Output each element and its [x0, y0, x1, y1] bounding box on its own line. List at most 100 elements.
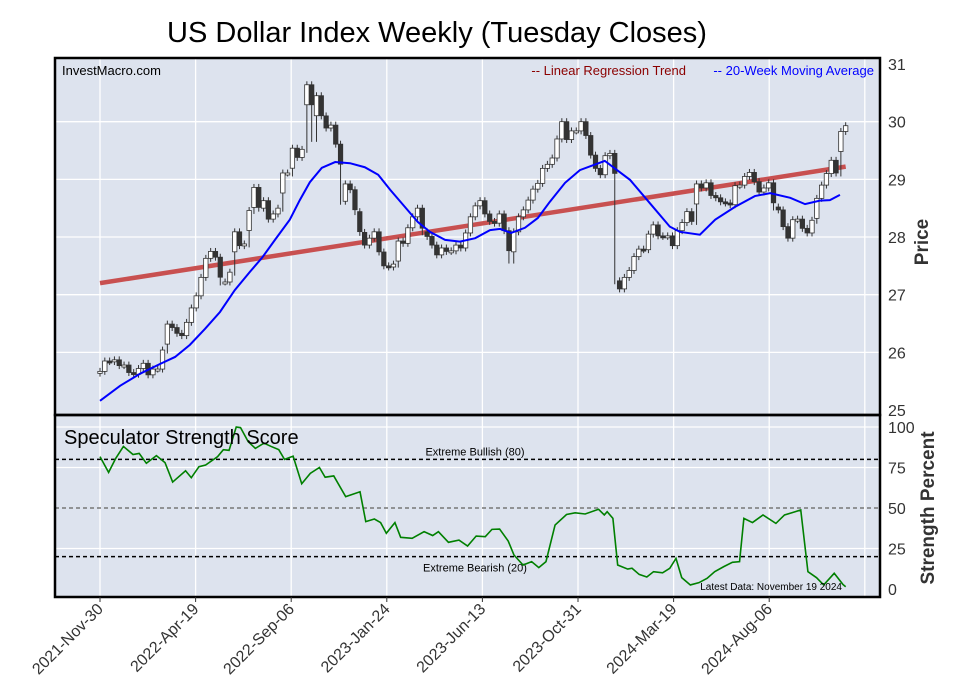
candle-body	[515, 216, 522, 233]
candle-body	[318, 95, 324, 117]
candle	[790, 216, 796, 242]
candle-body	[549, 157, 555, 165]
candle-body	[564, 121, 570, 140]
candle	[592, 151, 599, 172]
candle-body	[838, 131, 844, 152]
candle-body	[727, 202, 733, 206]
price-tick-label: 31	[888, 57, 906, 74]
candle-body	[323, 115, 329, 129]
candle-body	[419, 207, 425, 229]
candle	[164, 320, 170, 354]
candle-body	[655, 224, 661, 237]
candle-body	[174, 327, 180, 334]
candle	[116, 356, 122, 370]
candle-body	[621, 276, 627, 290]
candle	[366, 234, 373, 249]
candle-body	[703, 182, 709, 189]
candle-body	[232, 231, 238, 253]
candle-body	[742, 176, 748, 186]
candle-body	[554, 138, 560, 159]
candle	[496, 210, 502, 227]
candle-body	[333, 124, 339, 145]
candle	[352, 186, 358, 216]
candle-body	[843, 125, 849, 132]
candle-body	[102, 360, 108, 372]
candle	[607, 149, 613, 160]
candle-body	[414, 207, 421, 218]
candle	[515, 213, 522, 236]
candle-body	[809, 219, 815, 234]
candle-body	[794, 218, 801, 222]
legend-moving-average: -- 20-Week Moving Average	[713, 63, 874, 78]
candle	[357, 208, 363, 236]
x-tick-label: 2022-Apr-19	[128, 601, 203, 676]
candle-body	[602, 155, 608, 176]
strength-tick-label: 50	[888, 501, 906, 518]
price-axis-label: Price	[912, 219, 933, 265]
candle	[713, 192, 719, 202]
price-tick-label: 29	[888, 172, 906, 189]
candle	[578, 118, 584, 135]
candle	[400, 237, 406, 247]
candle	[212, 247, 219, 261]
candle	[684, 208, 690, 227]
reference-line-label: Extreme Bullish (80)	[425, 446, 524, 458]
candle-body	[347, 183, 353, 191]
candle-body	[732, 185, 738, 206]
candle	[809, 216, 815, 237]
strength-tick-label: 25	[888, 542, 906, 559]
candle	[236, 228, 243, 250]
candle-body	[179, 332, 185, 337]
candle-body	[679, 222, 685, 232]
candle-body	[477, 200, 483, 207]
candle	[559, 118, 565, 143]
candle-body	[285, 172, 291, 176]
candle-body	[438, 247, 445, 256]
candle	[323, 112, 329, 132]
candle-body	[833, 159, 839, 174]
candle	[823, 170, 830, 189]
candle-body	[256, 187, 262, 208]
candle-body	[799, 218, 805, 229]
strength-axis-label: Strength Percent	[918, 431, 939, 585]
candle	[660, 232, 666, 240]
candle	[405, 224, 411, 247]
candle	[443, 244, 449, 255]
candle-body	[713, 195, 719, 199]
candle	[309, 81, 315, 142]
candle-body	[222, 281, 228, 285]
candle	[217, 253, 223, 286]
candle-body	[386, 265, 392, 269]
candle-body	[116, 359, 122, 367]
candle	[313, 92, 320, 142]
candle	[155, 365, 161, 373]
candle-body	[381, 251, 387, 267]
candle-body	[275, 207, 281, 215]
candle	[645, 230, 652, 254]
candle	[693, 180, 700, 225]
x-tick-label: 2023-Jun-13	[414, 601, 490, 677]
candle	[588, 132, 594, 159]
candle	[780, 206, 786, 231]
candle	[429, 232, 435, 249]
candle	[208, 247, 214, 262]
candle-body	[501, 213, 507, 232]
candle-body	[506, 230, 512, 252]
candle-body	[424, 231, 430, 237]
candle	[794, 215, 801, 224]
candle	[179, 329, 185, 340]
x-tick-label: 2021-Nov-30	[29, 601, 107, 679]
candle	[159, 346, 166, 373]
candle	[665, 232, 671, 240]
candle	[299, 145, 305, 161]
candle-body	[790, 219, 796, 239]
strength-panel	[55, 415, 880, 597]
candle-body	[140, 362, 146, 369]
candle	[304, 81, 310, 153]
candle	[626, 266, 632, 281]
candle	[434, 241, 440, 259]
x-tick-label: 2024-Aug-06	[699, 601, 777, 679]
candle	[549, 154, 555, 168]
candle-body	[337, 143, 344, 165]
candle	[381, 248, 387, 270]
